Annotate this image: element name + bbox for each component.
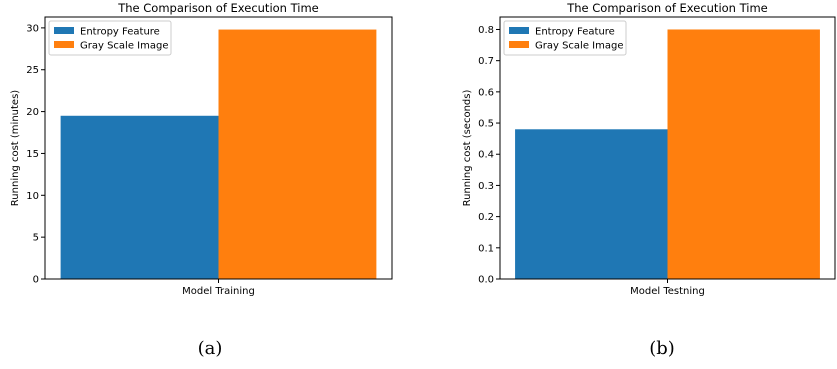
chart-b-ytick-label: 0.0: [478, 275, 494, 286]
chart-b-ytick-label: 0.1: [478, 243, 494, 254]
chart-a-legend-label: Entropy Feature: [80, 27, 160, 38]
chart-b-bar-entropy: [515, 129, 668, 279]
chart-a-ytick-label: 20: [26, 107, 39, 118]
chart-b-ytick-label: 0.7: [478, 56, 494, 67]
chart-b-ytick-label: 0.5: [478, 119, 494, 130]
chart-b-legend-swatch: [509, 41, 529, 48]
chart-a-legend-swatch: [54, 27, 74, 34]
chart-a-category-label: Model Training: [182, 286, 255, 297]
chart-b-ytick-label: 0.3: [478, 181, 494, 192]
chart-a-ytick-label: 5: [33, 233, 39, 244]
chart-a-title: The Comparison of Execution Time: [117, 1, 319, 15]
chart-a-bar-grayscale: [218, 29, 377, 280]
caption-a: (a): [197, 338, 223, 359]
chart-b-ytick-label: 0.4: [478, 150, 494, 161]
chart-a-ytick-label: 0: [33, 275, 39, 286]
chart-b-title: The Comparison of Execution Time: [566, 1, 768, 15]
chart-b-legend-label: Gray Scale Image: [535, 41, 624, 52]
chart-b-ytick-label: 0.8: [478, 25, 494, 36]
chart-b-legend-swatch: [509, 27, 529, 34]
chart-a-ytick-label: 10: [26, 191, 39, 202]
chart-a-legend: [48, 20, 172, 56]
chart-a-ylabel: Running cost (minutes): [10, 90, 21, 206]
chart-a-ytick-label: 25: [26, 65, 39, 76]
chart-a-legend-label: Gray Scale Image: [80, 41, 169, 52]
chart-b-ylabel: Running cost (seconds): [462, 90, 473, 207]
chart-a-bar-entropy: [60, 115, 219, 279]
chart-b-ytick-label: 0.2: [478, 212, 494, 223]
chart-b-legend: [503, 20, 627, 56]
caption-b: (b): [649, 338, 675, 359]
chart-b-legend-label: Entropy Feature: [535, 27, 615, 38]
chart-a-legend-swatch: [54, 41, 74, 48]
chart-b-ytick-label: 0.6: [478, 87, 494, 98]
chart-a-ytick-label: 30: [26, 23, 39, 34]
chart-a-ytick-label: 15: [26, 149, 39, 160]
chart-b-category-label: Model Testning: [630, 286, 705, 297]
chart-b-bar-grayscale: [667, 29, 820, 279]
